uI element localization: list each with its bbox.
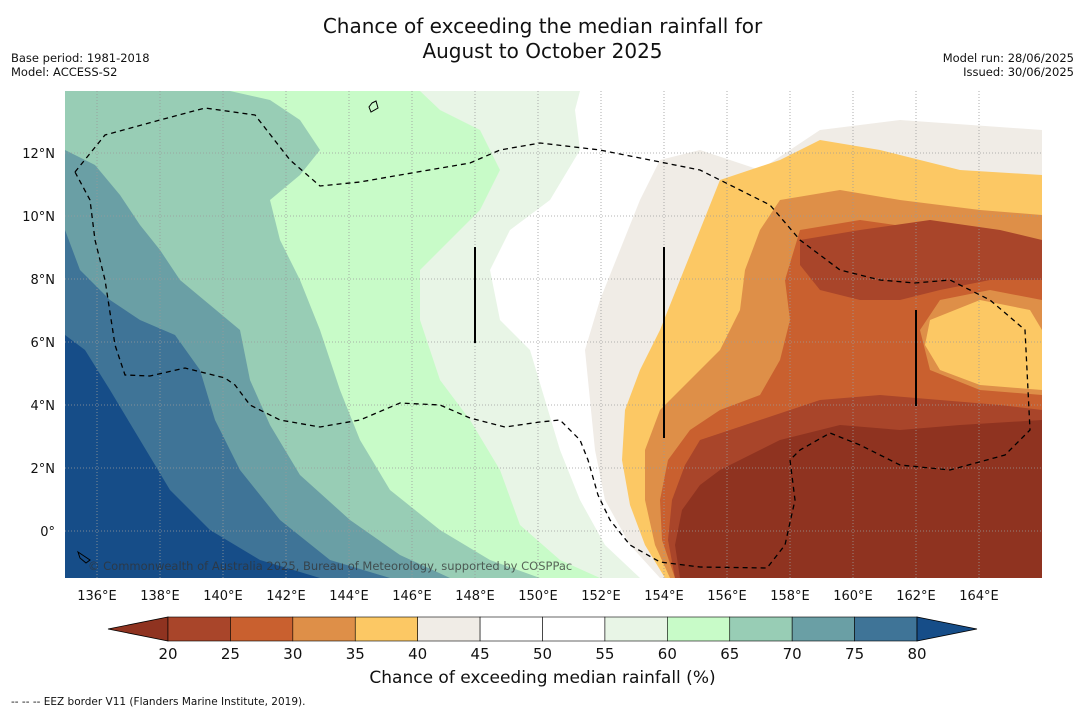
lon-label: 144°E <box>329 589 369 604</box>
colorbar-bin <box>417 616 481 642</box>
lon-label: 138°E <box>140 589 180 604</box>
lon-label: 142°E <box>266 589 306 604</box>
colorbar-tick-label: 45 <box>471 645 490 663</box>
longitude-labels: 136°E 138°E 140°E 142°E 144°E 146°E 148°… <box>77 589 999 604</box>
colorbar-bin <box>542 616 606 642</box>
map-field <box>65 91 1042 578</box>
lon-label: 154°E <box>644 589 684 604</box>
colorbar-tick-label: 80 <box>907 645 926 663</box>
colorbar: 20 25 30 35 40 45 50 55 60 65 70 75 80 <box>107 616 978 663</box>
field-below-20 <box>675 420 1042 578</box>
colorbar-tick-label: 50 <box>533 645 552 663</box>
lon-label: 164°E <box>959 589 999 604</box>
colorbar-tick-label: 20 <box>158 645 177 663</box>
colorbar-bin <box>604 616 668 642</box>
colorbar-tick-label: 55 <box>595 645 614 663</box>
colorbar-tick-label: 25 <box>221 645 240 663</box>
model-run-text: Model run: 28/06/2025 <box>942 51 1074 65</box>
lon-label: 162°E <box>896 589 936 604</box>
colorbar-title: Chance of exceeding median rainfall (%) <box>369 668 716 688</box>
latitude-labels: 12°N 10°N 8°N 6°N 4°N 2°N 0° <box>22 147 55 540</box>
lat-label: 0° <box>40 525 55 540</box>
island-marker-south <box>77 550 91 564</box>
colorbar-bin <box>854 616 918 642</box>
copyright-text: © Commonwealth of Australia 2025, Bureau… <box>88 559 572 573</box>
island-marker <box>368 100 379 113</box>
lon-label: 160°E <box>833 589 873 604</box>
lat-label: 2°N <box>31 462 56 477</box>
lon-label: 136°E <box>77 589 117 604</box>
lat-label: 4°N <box>31 399 56 414</box>
colorbar-under-triangle <box>107 616 169 642</box>
metadata-left: Base period: 1981-2018 Model: ACCESS-S2 <box>11 51 150 79</box>
colorbar-tick-label: 60 <box>658 645 677 663</box>
field-20-25 <box>800 220 1042 300</box>
lon-label: 146°E <box>392 589 432 604</box>
colorbar-bin <box>479 616 543 642</box>
colorbar-bin <box>729 616 793 642</box>
colorbar-bin <box>230 616 294 642</box>
colorbar-over-triangle <box>916 616 978 642</box>
base-period-text: Base period: 1981-2018 <box>11 51 150 65</box>
lon-label: 156°E <box>707 589 747 604</box>
lat-label: 12°N <box>22 147 55 162</box>
colorbar-tick-label: 35 <box>346 645 365 663</box>
lon-label: 148°E <box>455 589 495 604</box>
lat-label: 6°N <box>31 336 56 351</box>
lat-label: 8°N <box>31 273 56 288</box>
colorbar-bin <box>354 616 418 642</box>
colorbar-tick-label: 70 <box>783 645 802 663</box>
model-text: Model: ACCESS-S2 <box>11 65 118 79</box>
colorbar-bin <box>667 616 731 642</box>
chart-title: Chance of exceeding the median rainfall … <box>0 14 1085 64</box>
colorbar-tick-label: 65 <box>720 645 739 663</box>
colorbar-tick-label: 30 <box>283 645 302 663</box>
title-line-1: Chance of exceeding the median rainfall … <box>322 14 763 38</box>
issued-text: Issued: 30/06/2025 <box>963 65 1074 79</box>
lon-label: 152°E <box>581 589 621 604</box>
colorbar-bin <box>791 616 855 642</box>
lon-label: 158°E <box>770 589 810 604</box>
lon-label: 150°E <box>518 589 558 604</box>
title-line-2: August to October 2025 <box>422 39 663 63</box>
colorbar-tick-label: 40 <box>408 645 427 663</box>
colorbar-bin <box>292 616 356 642</box>
colorbar-tick-label: 75 <box>845 645 864 663</box>
field-35-40-patch <box>925 300 1042 390</box>
colorbar-bin <box>167 616 231 642</box>
lat-label: 10°N <box>22 210 55 225</box>
eez-footnote: -- -- -- EEZ border V11 (Flanders Marine… <box>11 696 306 708</box>
lon-label: 140°E <box>203 589 243 604</box>
metadata-right: Model run: 28/06/2025 Issued: 30/06/2025 <box>943 51 1074 79</box>
